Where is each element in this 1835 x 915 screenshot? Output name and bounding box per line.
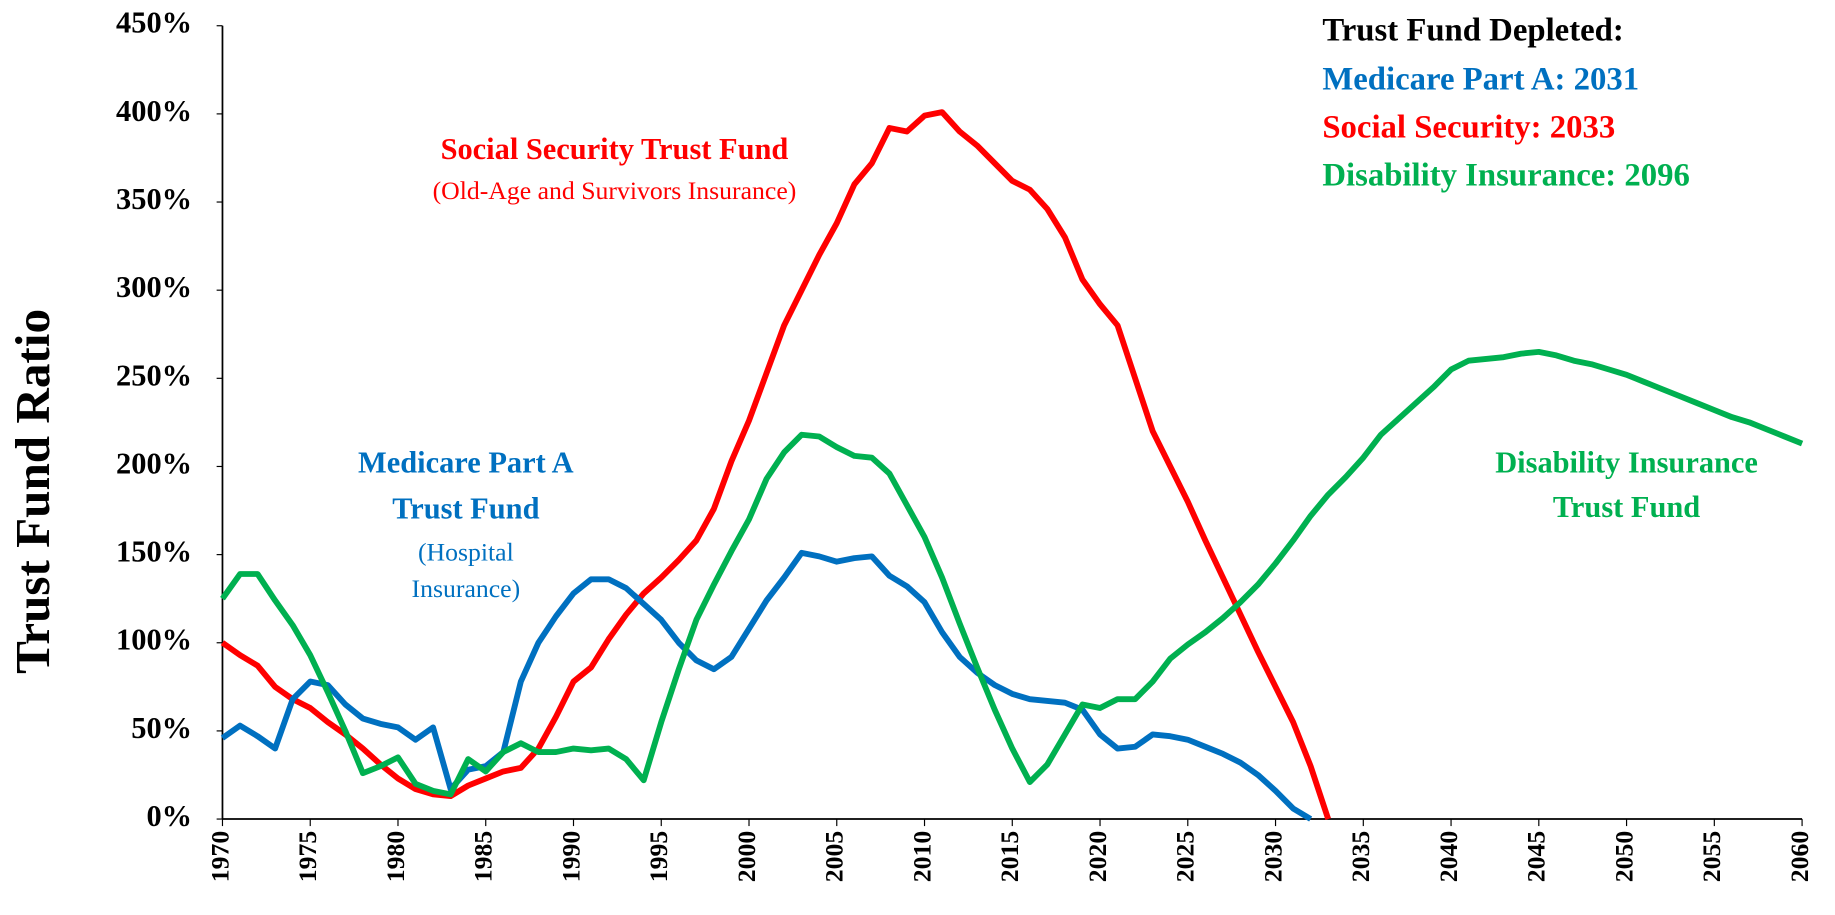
annotation: (Hospital (418, 538, 514, 567)
x-tick-label: 2020 (1083, 831, 1112, 882)
annotation: Insurance) (412, 574, 521, 603)
annotation: Medicare Part A (358, 446, 574, 480)
x-tick-label: 1985 (469, 831, 498, 882)
y-tick-label: 200% (116, 446, 192, 480)
series-line (220, 348, 1804, 798)
x-tick-label: 2010 (907, 831, 936, 882)
y-tick-label: 50% (131, 711, 192, 745)
annotation: (Old-Age and Survivors Insurance) (433, 176, 797, 205)
x-tick-label: 1995 (644, 831, 673, 882)
x-tick-label: 2040 (1434, 831, 1463, 882)
y-tick-label: 350% (116, 182, 192, 216)
y-tick-label: 450% (116, 6, 192, 40)
annotation: Trust Fund (1553, 490, 1700, 524)
depleted-entry: Medicare Part A: 2031 (1322, 61, 1639, 97)
y-tick-label: 0% (146, 799, 192, 833)
x-tick-label: 1990 (556, 831, 585, 882)
x-tick-label: 2055 (1697, 831, 1726, 882)
x-tick-label: 2035 (1346, 831, 1375, 882)
series-line (220, 549, 1313, 822)
y-tick-label: 150% (116, 535, 192, 569)
annotation: Disability Insurance (1495, 446, 1758, 480)
depleted-entry: Disability Insurance: 2096 (1322, 157, 1690, 193)
x-tick-label: 2015 (995, 831, 1024, 882)
annotation: Trust Fund (392, 491, 539, 525)
x-tick-label: 2050 (1609, 831, 1638, 882)
y-tick-label: 100% (116, 623, 192, 657)
depleted-title: Trust Fund Depleted: (1322, 12, 1623, 48)
depleted-entry: Social Security: 2033 (1322, 109, 1615, 145)
x-tick-label: 1980 (381, 831, 410, 882)
x-tick-label: 2030 (1258, 831, 1287, 882)
y-tick-label: 400% (116, 94, 192, 128)
y-tick-label: 250% (116, 358, 192, 392)
x-tick-label: 2005 (820, 831, 849, 882)
x-tick-label: 1975 (293, 831, 322, 882)
y-axis-title: Trust Fund Ratio (5, 309, 60, 674)
x-tick-label: 2000 (732, 831, 761, 882)
x-tick-label: 1970 (205, 831, 234, 882)
y-tick-label: 300% (116, 270, 192, 304)
x-tick-label: 2060 (1785, 831, 1814, 882)
series-line (220, 109, 1331, 820)
annotation: Social Security Trust Fund (441, 132, 789, 166)
x-tick-label: 2045 (1522, 831, 1551, 882)
x-tick-label: 2025 (1171, 831, 1200, 882)
